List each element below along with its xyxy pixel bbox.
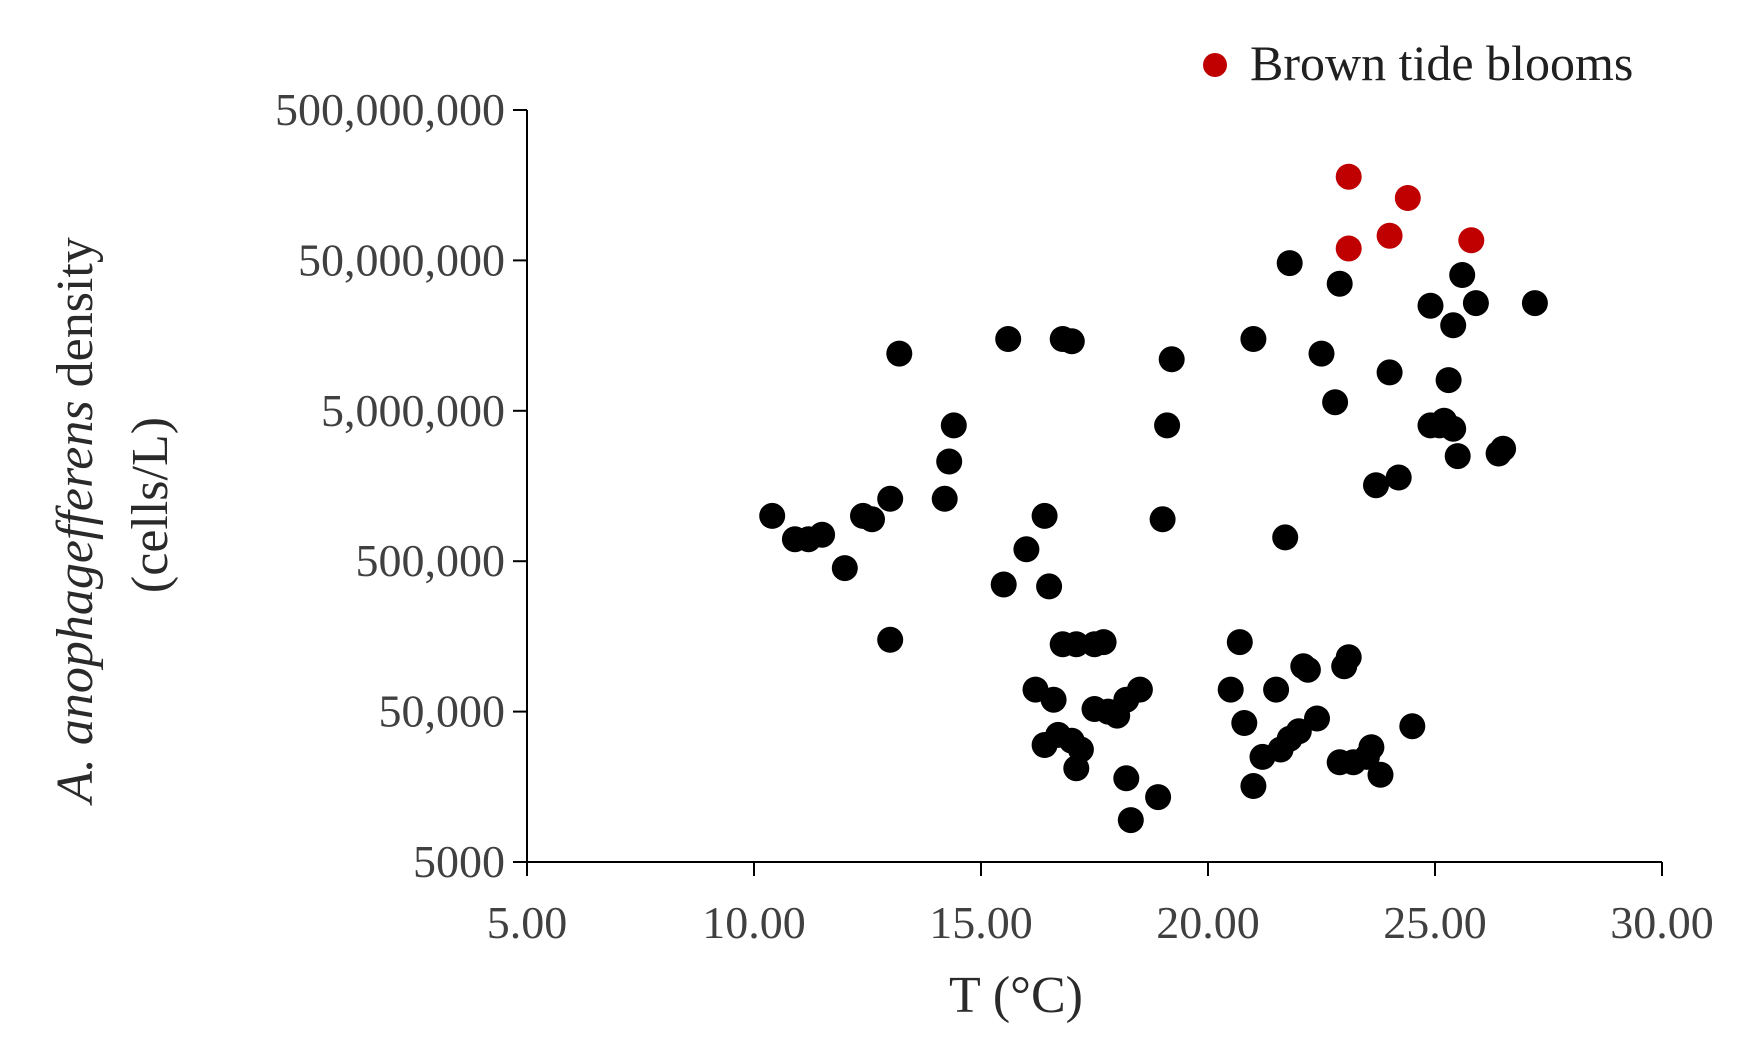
data-point xyxy=(809,521,836,548)
data-point xyxy=(940,412,967,439)
data-point xyxy=(1272,524,1299,551)
x-tick-label: 25.00 xyxy=(1383,897,1487,948)
data-point xyxy=(1363,472,1389,499)
legend-label: Brown tide blooms xyxy=(1250,35,1633,91)
x-tick-label: 15.00 xyxy=(929,897,1033,948)
data-point xyxy=(1294,656,1321,683)
y-tick-label: 500,000 xyxy=(356,535,506,586)
data-point xyxy=(1040,686,1067,713)
data-point-brown-tide xyxy=(1458,227,1485,254)
data-point xyxy=(1367,761,1394,788)
data-point xyxy=(1417,292,1444,319)
x-tick-label: 30.00 xyxy=(1610,897,1714,948)
data-point-brown-tide xyxy=(1335,163,1362,190)
y-tick-label: 500,000,000 xyxy=(275,84,505,135)
data-point xyxy=(1036,573,1063,600)
x-tick-label: 10.00 xyxy=(702,897,806,948)
data-point xyxy=(1154,412,1181,439)
data-point xyxy=(1113,765,1140,792)
data-point xyxy=(1285,718,1312,745)
data-point xyxy=(1217,676,1244,703)
tick-labels: 5000 50,000 500,000 5,000,000 50,000,000 500,… xyxy=(275,84,1714,948)
y-tick-label: 5000 xyxy=(413,836,505,887)
data-point xyxy=(1117,807,1144,834)
axes xyxy=(513,109,1663,876)
data-point xyxy=(1067,736,1094,763)
y-axis-units: (cells/L) xyxy=(122,417,179,593)
data-point xyxy=(1031,502,1058,529)
data-point xyxy=(877,485,904,512)
data-point xyxy=(931,485,958,512)
data-point xyxy=(1263,676,1290,703)
data-point xyxy=(1058,328,1085,355)
data-point xyxy=(1440,312,1467,339)
data-point xyxy=(1490,435,1517,462)
data-point xyxy=(886,340,913,367)
data-point xyxy=(877,626,904,653)
y-axis-title: A. anophagefferens density xyxy=(47,237,104,806)
data-point xyxy=(1326,270,1353,297)
y-axis-title-rest: density xyxy=(47,237,104,400)
legend-marker-brown-tide xyxy=(1203,53,1227,77)
data-point xyxy=(1240,326,1267,352)
data-point xyxy=(1090,629,1117,656)
data-point xyxy=(1449,262,1476,288)
data-point xyxy=(1145,784,1172,811)
data-point xyxy=(1226,629,1253,656)
data-point-brown-tide xyxy=(1376,222,1403,249)
data-points xyxy=(759,163,1548,834)
data-point-brown-tide xyxy=(1394,185,1421,211)
data-point xyxy=(1149,506,1176,533)
x-tick-label: 5.00 xyxy=(487,897,568,948)
y-axis-title-species: A. anophagefferens xyxy=(47,400,104,805)
y-tick-label: 5,000,000 xyxy=(321,385,505,436)
data-point xyxy=(1013,536,1040,563)
data-point xyxy=(1435,367,1462,394)
data-point xyxy=(1158,346,1185,373)
data-point xyxy=(995,326,1022,352)
data-point xyxy=(1521,290,1548,317)
data-point xyxy=(1276,250,1303,277)
data-point xyxy=(759,502,786,529)
data-point xyxy=(1385,464,1412,491)
x-axis-title: T (°C) xyxy=(949,967,1083,1024)
data-point xyxy=(1231,710,1258,736)
data-point xyxy=(831,555,858,582)
data-point xyxy=(1322,389,1349,416)
legend: Brown tide blooms xyxy=(1203,35,1633,91)
data-point xyxy=(1462,290,1489,317)
data-point xyxy=(936,448,963,475)
data-point xyxy=(1440,415,1467,442)
data-point xyxy=(1444,443,1471,470)
data-point xyxy=(1308,340,1335,367)
data-point xyxy=(1126,676,1153,703)
data-point xyxy=(1335,644,1362,671)
data-point xyxy=(1063,631,1090,658)
y-tick-label: 50,000 xyxy=(379,686,506,737)
data-point xyxy=(1358,734,1385,761)
data-point xyxy=(1399,713,1426,740)
x-tick-label: 20.00 xyxy=(1156,897,1260,948)
data-point xyxy=(1240,773,1267,799)
data-point xyxy=(859,506,885,533)
data-point xyxy=(990,571,1017,598)
data-point xyxy=(1376,359,1403,386)
data-point-brown-tide xyxy=(1335,235,1362,262)
data-point xyxy=(1304,705,1330,732)
y-tick-label: 50,000,000 xyxy=(298,234,505,285)
